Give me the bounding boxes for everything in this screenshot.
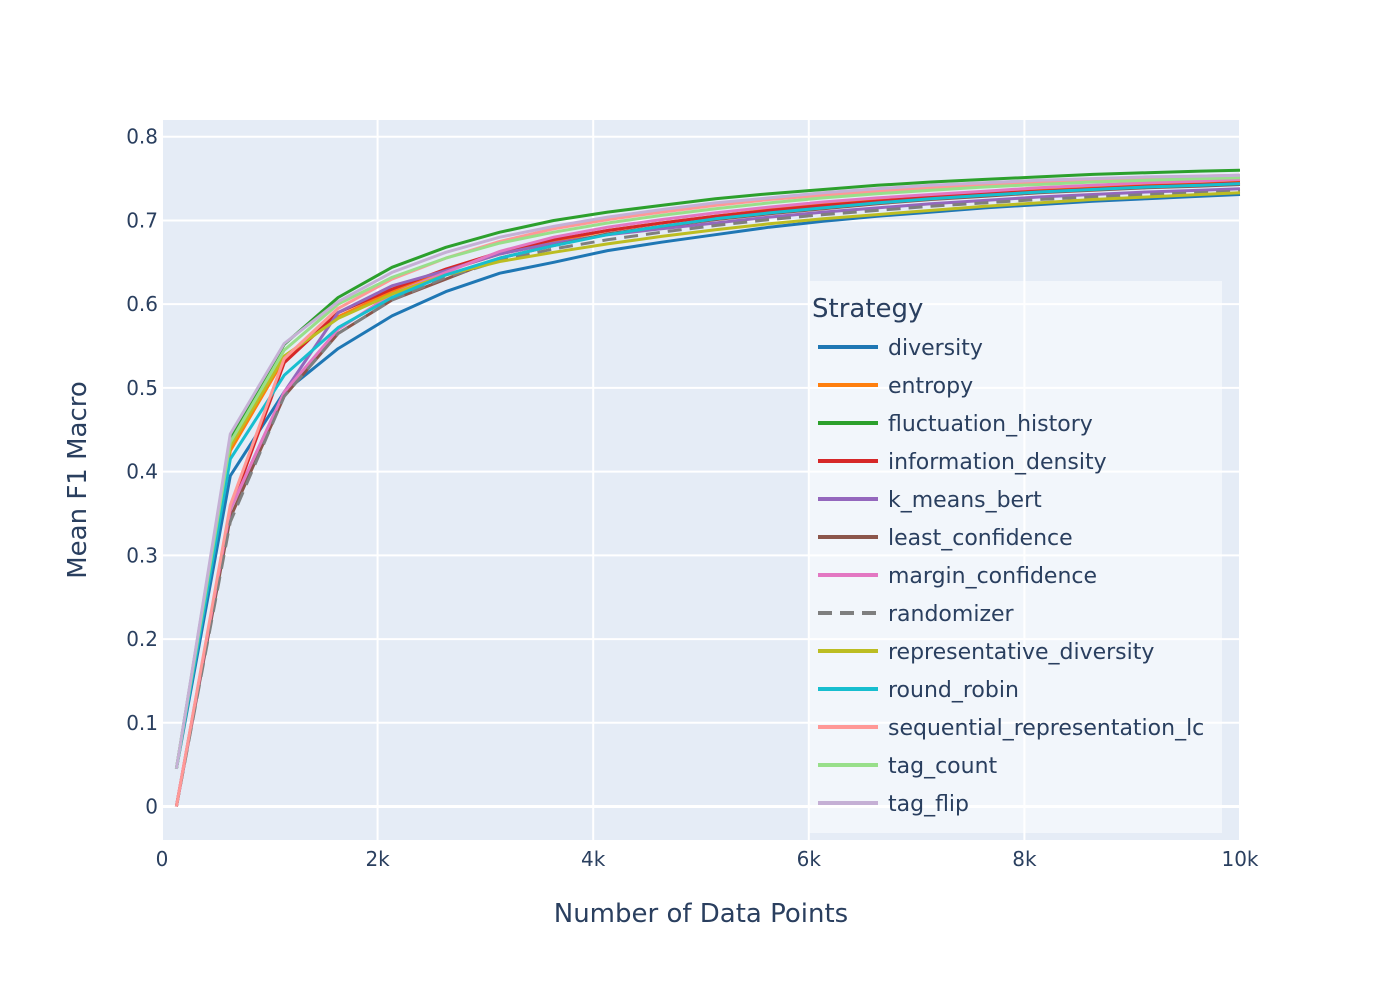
legend-label: sequential_representation_lc (888, 716, 1204, 741)
x-tick-label: 2k (365, 847, 390, 871)
legend[interactable]: Strategy diversity entropy fluctuation_his… (808, 281, 1222, 833)
series-line-round-robin (174, 182, 1241, 770)
x-tick-label: 0 (156, 847, 169, 871)
y-tick-label: 0.8 (126, 125, 158, 149)
legend-item-sequential-representation-lc[interactable]: sequential_representation_lc (818, 716, 1204, 741)
legend-item-fluctuation-history[interactable]: fluctuation_history (818, 412, 1093, 437)
x-tick-label: 10k (1221, 847, 1258, 871)
x-axis-title: Number of Data Points (554, 899, 848, 929)
x-tick-label: 8k (1012, 847, 1037, 871)
series-line-randomizer (174, 189, 1241, 807)
legend-item-tag-count[interactable]: tag_count (818, 754, 998, 779)
legend-title: Strategy (812, 294, 923, 324)
legend-label: round_robin (888, 678, 1019, 703)
legend-label: representative_diversity (888, 640, 1154, 665)
legend-label: k_means_bert (888, 488, 1042, 513)
series-line-tag-flip (174, 173, 1241, 770)
x-tick-label: 4k (581, 847, 606, 871)
legend-item-randomizer[interactable]: randomizer (818, 602, 1015, 627)
legend-item-round-robin[interactable]: round_robin (818, 678, 1019, 703)
series-line-tag-count (174, 176, 1241, 770)
legend-label: tag_flip (888, 792, 969, 817)
legend-item-k-means-bert[interactable]: k_means_bert (818, 488, 1042, 513)
legend-label: tag_count (888, 754, 998, 779)
series-line-fluctuation-history (174, 168, 1241, 770)
legend-label: randomizer (888, 602, 1015, 627)
y-tick-label: 0.6 (126, 292, 158, 316)
legend-items[interactable]: diversity entropy fluctuation_historyinfor… (818, 336, 1204, 817)
legend-item-entropy[interactable]: entropy (818, 374, 973, 399)
y-tick-label: 0.2 (126, 627, 158, 651)
x-tick-label: 6k (797, 847, 822, 871)
legend-item-diversity[interactable]: diversity (818, 336, 983, 361)
legend-label: information_density (888, 450, 1107, 475)
legend-label: entropy (888, 374, 973, 399)
series-line-k-means-bert (174, 187, 1241, 807)
y-tick-label: 0.5 (126, 376, 158, 400)
y-tick-label: 0.4 (126, 460, 158, 484)
y-tick-label: 0.3 (126, 543, 158, 567)
legend-item-least-confidence[interactable]: least_confidence (818, 526, 1073, 551)
y-tick-label: 0.1 (126, 711, 158, 735)
y-axis-title: Mean F1 Macro (63, 381, 93, 579)
legend-label: fluctuation_history (888, 412, 1093, 437)
x-axis-ticks: 0 2k 4k 6k 8k 10k (156, 847, 1259, 871)
legend-label: least_confidence (888, 526, 1073, 551)
legend-item-margin-confidence[interactable]: margin_confidence (818, 564, 1097, 589)
legend-label: diversity (888, 336, 983, 361)
y-tick-label: 0 (145, 795, 158, 819)
y-axis-ticks: 0 0.1 0.2 0.3 0.4 0.5 0.6 0.7 0.8 (126, 125, 158, 819)
legend-item-representative-diversity[interactable]: representative_diversity (818, 640, 1154, 665)
series-lines (174, 168, 1241, 807)
y-tick-label: 0.7 (126, 208, 158, 232)
legend-item-tag-flip[interactable]: tag_flip (818, 792, 969, 817)
legend-item-information-density[interactable]: information_density (818, 450, 1107, 475)
legend-background (808, 281, 1222, 833)
series-line-diversity (174, 193, 1241, 770)
series-line-representative-diversity (174, 191, 1241, 770)
legend-label: margin_confidence (888, 564, 1097, 589)
